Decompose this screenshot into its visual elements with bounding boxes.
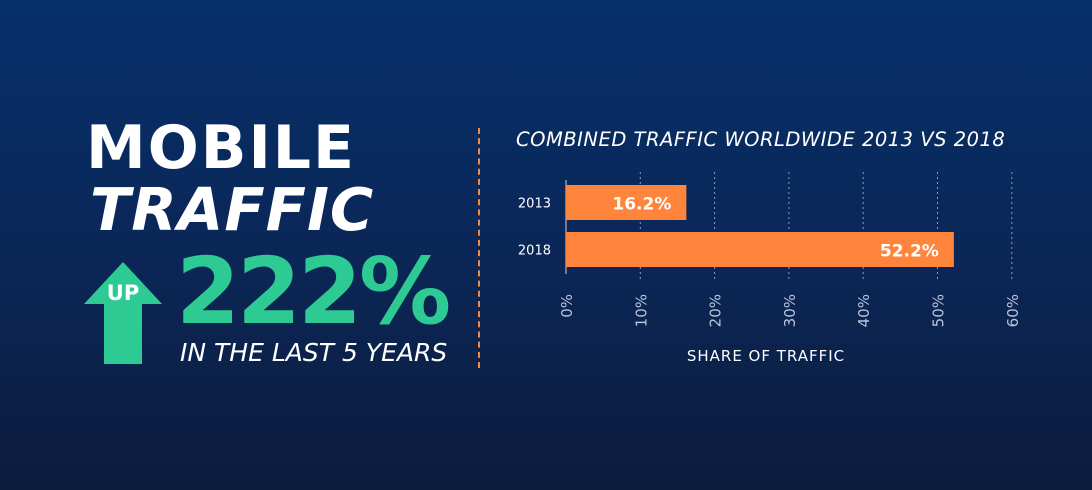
bar-2018 — [566, 232, 954, 267]
growth-period: IN THE LAST 5 YEARS — [180, 338, 448, 367]
tick-label-50: 50% — [930, 294, 948, 327]
up-arrow-icon — [84, 262, 162, 364]
growth-percentage: 222% — [176, 238, 451, 345]
chart-title: COMBINED TRAFFIC WORLDWIDE 2013 VS 2018 — [516, 128, 1006, 151]
x-axis-title: SHARE OF TRAFFIC — [686, 347, 846, 365]
tick-label-60: 60% — [1004, 294, 1022, 327]
headline-traffic: TRAFFIC — [90, 175, 375, 244]
tick-label-30: 30% — [781, 294, 799, 327]
category-label-2018: 2018 — [518, 244, 551, 259]
tick-label-10: 10% — [632, 294, 650, 327]
bar-value-label-2013: 16.2% — [612, 195, 671, 215]
tick-label-40: 40% — [855, 294, 873, 327]
bar-value-label-2018: 52.2% — [880, 242, 939, 262]
headline-panel: MOBILE TRAFFIC UP 222% IN THE LAST 5 YEA… — [0, 0, 470, 490]
tick-label-20: 20% — [707, 294, 725, 327]
bar-2013 — [566, 185, 687, 220]
category-label-2013: 2013 — [518, 197, 551, 212]
headline-mobile: MOBILE — [86, 113, 356, 183]
section-divider — [478, 128, 480, 368]
up-label: UP — [106, 281, 140, 305]
tick-label-0: 0% — [558, 294, 576, 318]
